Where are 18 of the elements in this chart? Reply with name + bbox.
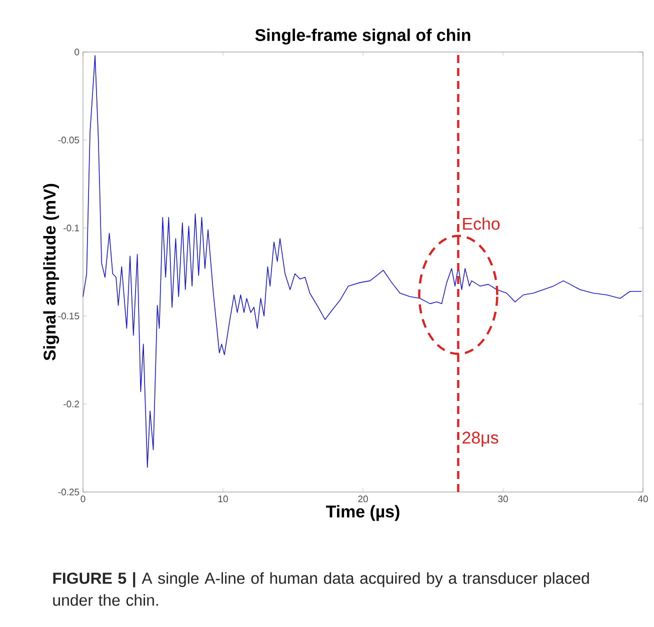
y-tick-label: -0.1 — [64, 224, 80, 232]
y-tick-label: -0.05 — [58, 136, 80, 144]
line-series — [82, 55, 642, 468]
x-axis-title: Time (µs) — [326, 505, 400, 521]
chart-title: Single-frame signal of chin — [255, 28, 470, 45]
x-tick-label: 10 — [218, 496, 228, 502]
y-tick-label: -0.25 — [58, 488, 80, 496]
y-tick-label: -0.2 — [64, 400, 80, 408]
annotation: Echo — [463, 217, 500, 230]
text: FIGURE 5 | A single A-line of human data acquired by a transducer placed under the chin. — [53, 572, 589, 606]
x-tick-label: 30 — [498, 496, 508, 502]
y-tick-label: 0 — [74, 48, 80, 56]
ref-line-label: 28μs — [462, 432, 498, 447]
x-tick-label: 20 — [358, 496, 368, 502]
y-axis-title: Signal amplitude (mV) — [43, 184, 60, 360]
x-tick-label: 0 — [80, 496, 86, 502]
x-tick-label: 40 — [638, 496, 648, 502]
y-tick-label: -0.15 — [58, 312, 80, 320]
